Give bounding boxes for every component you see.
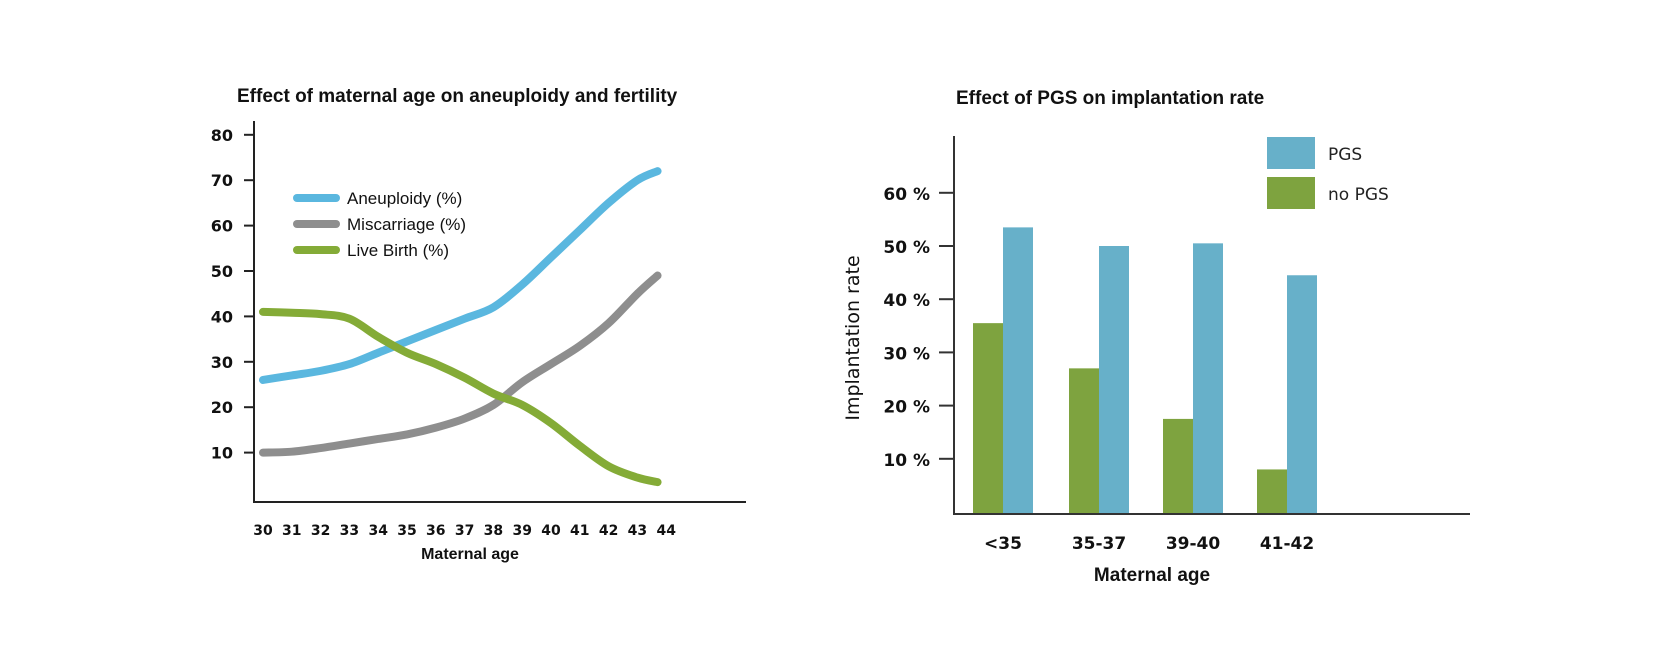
y-tick-label: 60 % [883,185,930,205]
x-tick-label: 39 [512,523,531,539]
bar-pgs [1099,246,1129,513]
y-tick-label: 30 % [883,344,930,364]
x-axis-label: Maternal age [421,546,519,563]
series-line-miscarriage [259,271,662,457]
y-axis-label: Implantation rate [842,255,864,420]
x-tick-label: 43 [628,523,647,539]
x-tick-label: 39-40 [1166,534,1221,554]
x-tick-label: 35 [397,523,416,539]
legend-swatch [1267,137,1315,169]
x-tick-label: 31 [282,523,301,539]
legend-label: PGS [1328,145,1362,165]
x-axis-label: Maternal age [1094,565,1210,586]
bar-no-pgs [973,323,1003,513]
y-tick-label: 30 [211,353,233,372]
legend-label: Live Birth (%) [347,241,449,260]
bar-pgs [1287,275,1317,513]
bar-pgs [1003,227,1033,513]
x-tick-label: 33 [340,523,359,539]
y-tick-label: 50 [211,262,233,281]
series-line-aneuploidy [259,167,662,384]
y-tick-label: 70 [211,171,233,190]
x-tick-label: 34 [368,523,388,539]
bar-no-pgs [1163,418,1193,513]
y-tick-label: 40 [211,307,233,326]
x-tick-label: 36 [426,523,445,539]
x-tick-label: 30 [253,523,273,539]
y-tick-label: 10 [211,444,233,463]
y-tick-label: 20 [211,398,233,417]
legend-label: Miscarriage (%) [347,215,466,234]
bar-no-pgs [1069,368,1099,513]
x-tick-label: 42 [599,523,618,539]
x-tick-label: 37 [455,523,474,539]
y-tick-label: 40 % [883,291,930,311]
y-tick-label: 50 % [883,238,930,258]
x-tick-label: <35 [984,534,1022,554]
series-line-live [259,307,662,487]
x-tick-label: 38 [484,523,503,539]
legend-swatch [1267,177,1315,209]
y-tick-label: 10 % [883,451,930,471]
x-tick-label: 41 [570,523,589,539]
y-tick-label: 60 [211,217,233,236]
y-tick-label: 20 % [883,398,930,418]
bar-chart-pgs: Effect of PGS on implantation rate 10 % 2… [842,88,1470,586]
x-tick-label: 44 [656,523,676,539]
x-tick-label: 40 [541,523,561,539]
legend-label: Aneuploidy (%) [347,189,462,208]
x-tick-label: 32 [311,523,330,539]
bar-no-pgs [1257,469,1287,513]
x-tick-label: 41-42 [1260,534,1314,554]
bar-pgs [1193,243,1223,513]
legend-label: no PGS [1328,185,1389,205]
chart-title: Effect of maternal age on aneuploidy and… [237,86,678,107]
y-tick-label: 80 [211,126,233,145]
line-chart-maternal-age: Effect of maternal age on aneuploidy and… [211,86,746,563]
x-tick-label: 35-37 [1072,534,1126,554]
chart-title: Effect of PGS on implantation rate [956,88,1264,109]
